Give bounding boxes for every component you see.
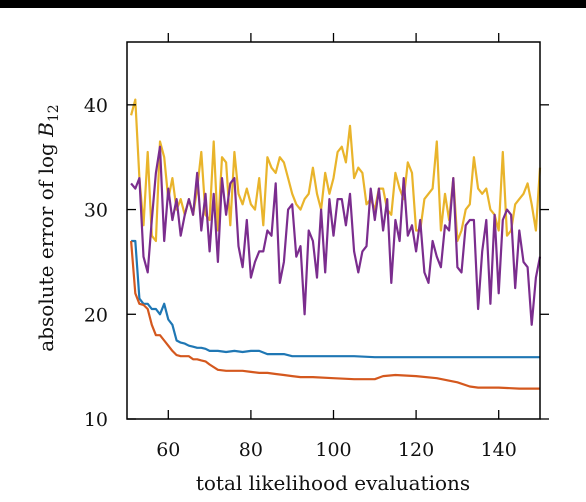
- x-tick-label: 80: [239, 439, 263, 461]
- y-axis-label: absolute error of log B12: [34, 104, 62, 351]
- y-label-subscript: 12: [46, 104, 62, 122]
- y-tick-label: 10: [84, 409, 108, 431]
- y-label-prefix: absolute error of log: [34, 137, 58, 352]
- x-axis-label: total likelihood evaluations: [196, 471, 470, 495]
- y-tick-label: 20: [84, 304, 108, 326]
- y-label-variable: B: [34, 122, 58, 138]
- y-tick-label: 30: [84, 200, 108, 222]
- x-tick-label: 140: [481, 439, 517, 461]
- x-tick-label: 60: [156, 439, 180, 461]
- series-line-4: [130, 240, 540, 390]
- tick-layer: 60 80 100 120 140 10 20 30 40: [84, 33, 549, 461]
- series-layer: [130, 98, 542, 390]
- top-border: [0, 0, 586, 8]
- series-line-3: [131, 239, 540, 359]
- x-tick-label: 120: [398, 439, 434, 461]
- series-line-1: [130, 98, 542, 243]
- y-tick-label: 40: [84, 95, 108, 117]
- x-tick-label: 100: [315, 439, 351, 461]
- series-line-2: [130, 145, 542, 326]
